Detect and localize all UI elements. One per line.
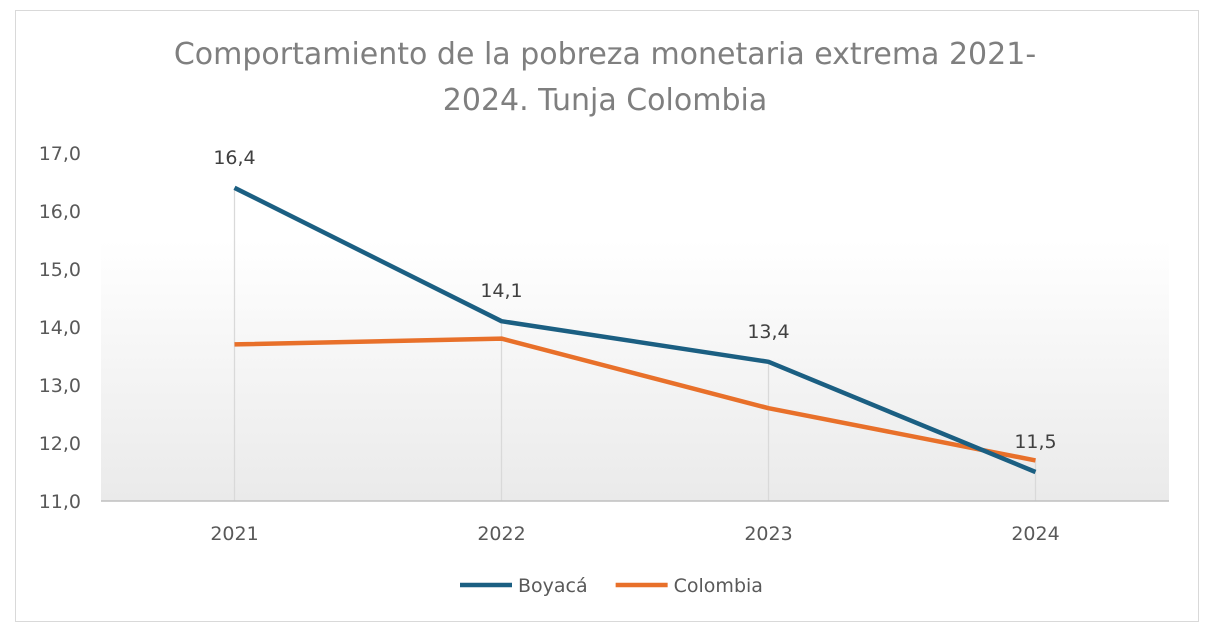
chart-title-line-2: 2024. Tunja Colombia <box>442 83 768 118</box>
y-tick-label: 13,0 <box>39 375 81 397</box>
x-tick-label: 2024 <box>1011 523 1059 545</box>
series-line-boyacá <box>233 185 1037 475</box>
legend-label: Boyacá <box>518 575 588 597</box>
chart-title: Comportamiento de la pobreza monetaria e… <box>0 32 1210 124</box>
x-tick-label: 2022 <box>477 523 525 545</box>
series-line-colombia <box>234 336 1036 463</box>
data-label: 11,5 <box>1014 431 1056 453</box>
legend-label: Colombia <box>674 575 763 597</box>
plot-area <box>101 153 1169 501</box>
y-tick-label: 11,0 <box>39 491 81 513</box>
y-tick-label: 14,0 <box>39 317 81 339</box>
y-tick-label: 16,0 <box>39 201 81 223</box>
data-label: 16,4 <box>213 147 255 169</box>
data-label: 14,1 <box>480 280 522 302</box>
data-label: 13,4 <box>747 321 789 343</box>
x-tick-label: 2021 <box>210 523 258 545</box>
chart-title-line-1: Comportamiento de la pobreza monetaria e… <box>173 37 1037 72</box>
y-tick-label: 12,0 <box>39 433 81 455</box>
y-tick-label: 15,0 <box>39 259 81 281</box>
y-tick-label: 17,0 <box>39 143 81 165</box>
x-tick-label: 2023 <box>744 523 792 545</box>
